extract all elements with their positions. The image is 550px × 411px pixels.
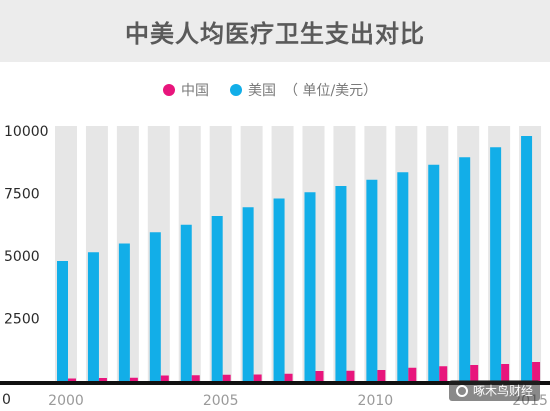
legend-label-usa: 美国 [248, 83, 276, 99]
chart-title: 中美人均医疗卫生支出对比 [125, 20, 425, 48]
legend-label-china: 中国 [181, 83, 209, 99]
title-bar: 中美人均医疗卫生支出对比 [0, 0, 550, 62]
legend: 中国 美国 （ 单位/美元） [0, 80, 550, 104]
bar-china [470, 365, 479, 381]
bar-china [346, 370, 355, 381]
legend-unit-note: （ 单位/美元） [284, 80, 377, 100]
y-tick-label: 5000 [4, 249, 40, 265]
bar-usa [366, 179, 378, 381]
x-tick-label: 2005 [203, 393, 239, 409]
bar-china [68, 378, 76, 381]
bar-usa [521, 136, 533, 381]
bar-china [284, 373, 293, 381]
x-tick-label: 2010 [358, 393, 394, 409]
bar-usa [304, 192, 316, 381]
legend-swatch-china [163, 84, 175, 96]
y-tick-label: 2500 [4, 312, 40, 328]
bar-usa [428, 164, 440, 381]
bar-usa [149, 232, 161, 381]
bar-usa [490, 147, 502, 381]
wechat-icon [455, 384, 468, 397]
bar-china [532, 362, 541, 381]
bar-usa [87, 252, 99, 381]
bar-usa [118, 243, 130, 381]
bar-usa [180, 224, 192, 381]
y-tick-label: 0 [2, 392, 11, 408]
bar-china [501, 364, 510, 381]
data-bars [57, 136, 541, 381]
bar-usa [242, 207, 254, 381]
bar-china [191, 375, 200, 381]
watermark-label: 啄木鸟财经 [472, 384, 533, 398]
bar-usa [273, 198, 285, 381]
bar-china [98, 378, 107, 381]
watermark: 啄木鸟财经 [448, 380, 540, 401]
legend-swatch-usa [230, 84, 242, 96]
x-tick-label: 2000 [48, 393, 84, 409]
bar-china [222, 374, 231, 381]
bar-usa [397, 172, 409, 381]
bar-usa [57, 261, 68, 381]
bar-china [377, 370, 386, 381]
bar-china [315, 371, 324, 381]
legend-item-usa: 美国 [230, 80, 276, 100]
bar-china [439, 366, 448, 381]
bar-china [408, 367, 417, 381]
bar-usa [335, 186, 347, 381]
unit-note-label: （ 单位/美元） [284, 83, 378, 99]
x-axis-line [0, 381, 550, 385]
bar-china [160, 375, 169, 381]
y-tick-label: 10000 [4, 124, 49, 140]
bar-usa [211, 216, 223, 381]
legend-item-china: 中国 [163, 80, 209, 100]
y-tick-label: 7500 [4, 187, 40, 203]
bar-usa [459, 157, 471, 381]
bar-china [129, 377, 138, 381]
bar-china [253, 374, 262, 381]
